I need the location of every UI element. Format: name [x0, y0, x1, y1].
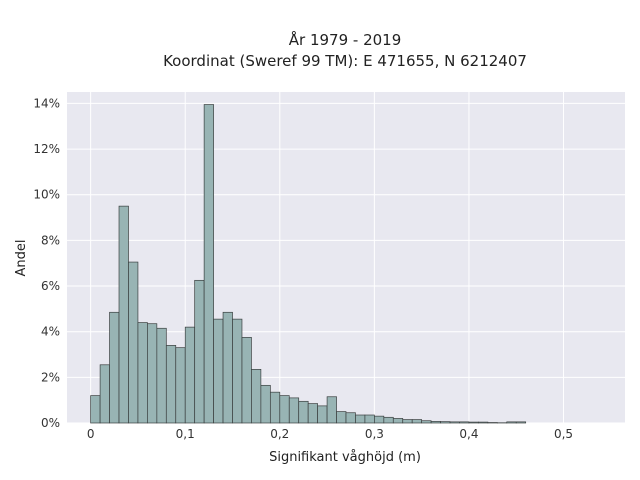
histogram-bar	[128, 261, 139, 424]
histogram-bar	[449, 421, 460, 424]
histogram-bar	[269, 391, 281, 424]
histogram-bar	[392, 418, 404, 424]
histogram-bar	[109, 311, 120, 424]
histogram-bar	[137, 322, 148, 424]
y-axis-label: Andel	[14, 240, 29, 277]
histogram-bar	[468, 421, 479, 424]
x-axis-ticks: 0 0,1 0,2 0,3 0,4 0,5	[87, 427, 573, 441]
histogram-bar	[317, 405, 328, 424]
histogram-bar	[147, 323, 158, 424]
histogram-bar	[213, 318, 224, 424]
histogram-bar	[440, 421, 451, 424]
histogram-bar	[260, 384, 271, 424]
chart-title-line-1: År 1979 - 2019	[289, 30, 402, 49]
histogram-bar	[288, 397, 300, 424]
y-tick-label: 0%	[41, 416, 60, 430]
histogram-bars	[90, 104, 527, 424]
histogram-bar	[515, 421, 527, 424]
histogram-bar	[459, 421, 470, 424]
histogram-bar	[279, 395, 290, 424]
histogram-bar	[421, 420, 432, 424]
y-tick-label: 10%	[33, 188, 60, 202]
histogram-bar	[99, 364, 110, 424]
y-tick-label: 2%	[41, 370, 60, 384]
x-tick-label: 0,4	[459, 427, 478, 441]
histogram-bar	[156, 327, 167, 424]
histogram-bar	[411, 419, 423, 424]
histogram-bar	[345, 412, 356, 424]
histogram-bar	[307, 403, 318, 424]
histogram-bar	[118, 205, 129, 424]
y-tick-label: 14%	[33, 96, 60, 110]
histogram-bar	[374, 415, 385, 424]
x-tick-label: 0	[87, 427, 95, 441]
x-tick-label: 0,1	[176, 427, 195, 441]
histogram-bar	[222, 311, 233, 424]
chart-title-line-2: Koordinat (Sweref 99 TM): E 471655, N 62…	[163, 52, 527, 70]
histogram-bar	[364, 414, 375, 424]
histogram-bar	[298, 400, 309, 424]
y-tick-label: 8%	[41, 233, 60, 247]
histogram-bar	[383, 416, 394, 424]
x-tick-label: 0,3	[365, 427, 384, 441]
histogram-bar	[506, 421, 517, 424]
histogram-bar	[402, 419, 413, 424]
histogram-bar	[184, 326, 196, 424]
histogram-bar	[203, 104, 214, 424]
histogram-bar	[430, 421, 441, 424]
histogram-bar	[478, 421, 489, 424]
y-tick-label: 6%	[41, 279, 60, 293]
histogram-bar	[241, 337, 252, 424]
histogram-bar	[194, 279, 205, 424]
y-tick-label: 4%	[41, 325, 60, 339]
x-tick-label: 0,2	[270, 427, 289, 441]
histogram-bar	[336, 411, 347, 424]
x-axis-label: Signifikant våghöjd (m)	[269, 450, 421, 465]
histogram-bar	[251, 369, 262, 424]
histogram-bar	[232, 318, 243, 424]
histogram-bar	[326, 396, 337, 424]
histogram-bar	[175, 347, 186, 424]
histogram-bar	[355, 414, 366, 424]
y-tick-label: 12%	[33, 142, 60, 156]
histogram-bar	[90, 395, 101, 424]
x-tick-label: 0,5	[554, 427, 573, 441]
histogram-bar	[165, 345, 177, 424]
y-axis-ticks: 0% 2% 4% 6% 8% 10% 12% 14%	[33, 96, 60, 430]
